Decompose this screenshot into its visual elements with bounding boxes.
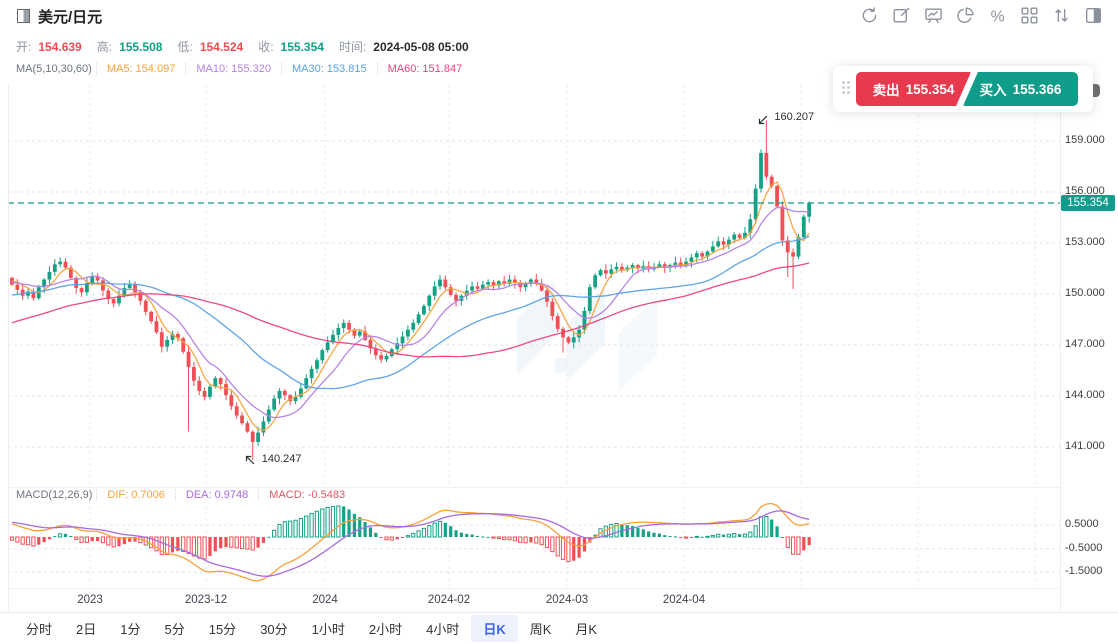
svg-text:%: % bbox=[991, 8, 1005, 25]
macd-bottom-border bbox=[8, 588, 1060, 589]
sell-price: 155.354 bbox=[905, 81, 955, 97]
macd-axis-label: 0.5000 bbox=[1065, 518, 1099, 531]
open-value: 154.639 bbox=[38, 39, 82, 54]
x-axis-label: 2023-12 bbox=[184, 594, 228, 606]
time-label: 时间: bbox=[338, 40, 367, 54]
open-label: 开: bbox=[16, 40, 32, 54]
low-label: 低: bbox=[177, 40, 193, 54]
drag-handle[interactable] bbox=[842, 81, 850, 97]
timeframe-item[interactable]: 5分 bbox=[164, 622, 185, 637]
ma-item: MA60: 151.847 bbox=[376, 63, 473, 75]
timeframe-item[interactable]: 1小时 bbox=[311, 622, 345, 637]
timeframe-item[interactable]: 4小时 bbox=[426, 622, 460, 637]
timeframe-item[interactable]: 周K bbox=[529, 622, 552, 637]
trade-panel: 卖出 155.354 买入 155.366 bbox=[833, 66, 1093, 112]
pane-divider bbox=[8, 487, 1060, 488]
buy-label: 买入 bbox=[979, 83, 1007, 98]
close-label: 收: bbox=[258, 40, 274, 54]
panel-right-icon[interactable] bbox=[1083, 5, 1104, 26]
ma-item: MA5: 154.097 bbox=[95, 63, 186, 75]
macd-axis-label: -1.5000 bbox=[1065, 565, 1103, 578]
refresh-icon[interactable] bbox=[859, 5, 880, 26]
low-annotation: 140.247 bbox=[261, 452, 302, 465]
price-axis-label: 141.000 bbox=[1065, 440, 1105, 452]
ma-item: MA30: 153.815 bbox=[280, 63, 377, 75]
close-value: 155.354 bbox=[280, 39, 324, 54]
low-annotation-arrow-icon bbox=[245, 455, 255, 465]
price-axis-label: 159.000 bbox=[1065, 134, 1105, 146]
x-axis-label: 2023 bbox=[77, 594, 103, 606]
macd-axis-label: -0.5000 bbox=[1065, 541, 1103, 554]
timeframe-item[interactable]: 日K bbox=[471, 615, 518, 642]
timeframe-item[interactable]: 2日 bbox=[76, 622, 97, 637]
low-value: 154.524 bbox=[199, 39, 244, 54]
macd-indicator-row: MACD(12,26,9) DIF: 0.7006 DEA: 0.9748 MACD… bbox=[16, 489, 355, 501]
ma-indicator-row: MA(5,10,30,60) MA5: 154.097 MA10: 155.320… bbox=[16, 63, 472, 75]
macd-item: DIF: 0.7006 bbox=[96, 489, 174, 501]
quote-row: 开: 154.639 高: 155.508 低: 154.524 收: 155.… bbox=[16, 38, 477, 55]
high-annotation: 160.207 bbox=[774, 111, 815, 124]
ma-group-label: MA(5,10,30,60) bbox=[16, 63, 92, 75]
buy-button[interactable]: 买入 155.366 bbox=[963, 72, 1078, 106]
instrument-title: 美元/日元 bbox=[38, 9, 103, 26]
macd-item: MACD: -0.5483 bbox=[258, 489, 355, 501]
chart-board-icon[interactable] bbox=[923, 5, 944, 26]
candles-layer bbox=[10, 120, 812, 460]
header-bar: 美元/日元 % bbox=[0, 0, 1118, 32]
buy-price: 155.366 bbox=[1012, 81, 1062, 97]
timeframe-item[interactable]: 月K bbox=[575, 622, 598, 637]
high-label: 高: bbox=[96, 40, 113, 54]
price-axis-label: 150.000 bbox=[1065, 287, 1105, 299]
timeframe-item[interactable]: 2小时 bbox=[368, 622, 403, 637]
price-axis-label: 147.000 bbox=[1065, 338, 1105, 350]
timeframe-item[interactable]: 15分 bbox=[208, 622, 237, 637]
high-value: 155.508 bbox=[119, 39, 163, 54]
high-annotation-arrow-icon bbox=[759, 116, 768, 125]
instrument-icon bbox=[17, 9, 30, 23]
percent-icon[interactable]: % bbox=[987, 5, 1008, 26]
macd-group-label: MACD(12,26,9) bbox=[16, 489, 93, 501]
timeframe-item[interactable]: 分时 bbox=[26, 622, 53, 637]
grid-layout-icon[interactable] bbox=[1019, 5, 1040, 26]
watermark-logo bbox=[517, 280, 657, 390]
pie-chart-icon[interactable] bbox=[955, 5, 976, 26]
time-value: 2024-05-08 05:00 bbox=[373, 39, 469, 54]
x-axis-label: 2024-04 bbox=[662, 594, 706, 606]
draw-icon[interactable] bbox=[891, 5, 912, 26]
price-axis-border bbox=[1060, 85, 1061, 610]
timeframe-bar: 分时 2日 1分 5分 15分 30分 1小时 2小时 4小时 日K 周K 月K bbox=[0, 612, 1118, 644]
ma-item: MA10: 155.320 bbox=[185, 63, 281, 75]
macd-lines-layer bbox=[11, 502, 810, 582]
ma-lines-layer bbox=[11, 181, 810, 431]
macd-chart-svg[interactable] bbox=[0, 500, 1118, 588]
sell-label: 卖出 bbox=[872, 83, 900, 98]
timeframe-item[interactable]: 30分 bbox=[260, 622, 288, 637]
chart-toolbar: % bbox=[859, 5, 1104, 26]
macd-histogram-layer bbox=[9, 505, 811, 562]
x-axis-label: 2024-02 bbox=[427, 594, 471, 606]
timeframe-item[interactable]: 1分 bbox=[120, 622, 141, 637]
price-axis-label: 156.000 bbox=[1065, 185, 1105, 197]
sell-button[interactable]: 卖出 155.354 bbox=[856, 72, 971, 106]
x-axis-label: 2024-03 bbox=[545, 594, 589, 606]
x-axis-label: 2024 bbox=[312, 594, 338, 606]
price-axis-label: 153.000 bbox=[1065, 236, 1105, 248]
price-axis-label: 144.000 bbox=[1065, 389, 1105, 401]
plot-left-border bbox=[8, 85, 9, 610]
sort-arrows-icon[interactable] bbox=[1051, 5, 1072, 26]
panel-collapse-handle[interactable] bbox=[1093, 84, 1100, 97]
current-price-badge: 155.354 bbox=[1061, 194, 1115, 211]
macd-item: DEA: 0.9748 bbox=[174, 489, 258, 501]
price-chart-svg[interactable] bbox=[0, 85, 1118, 488]
